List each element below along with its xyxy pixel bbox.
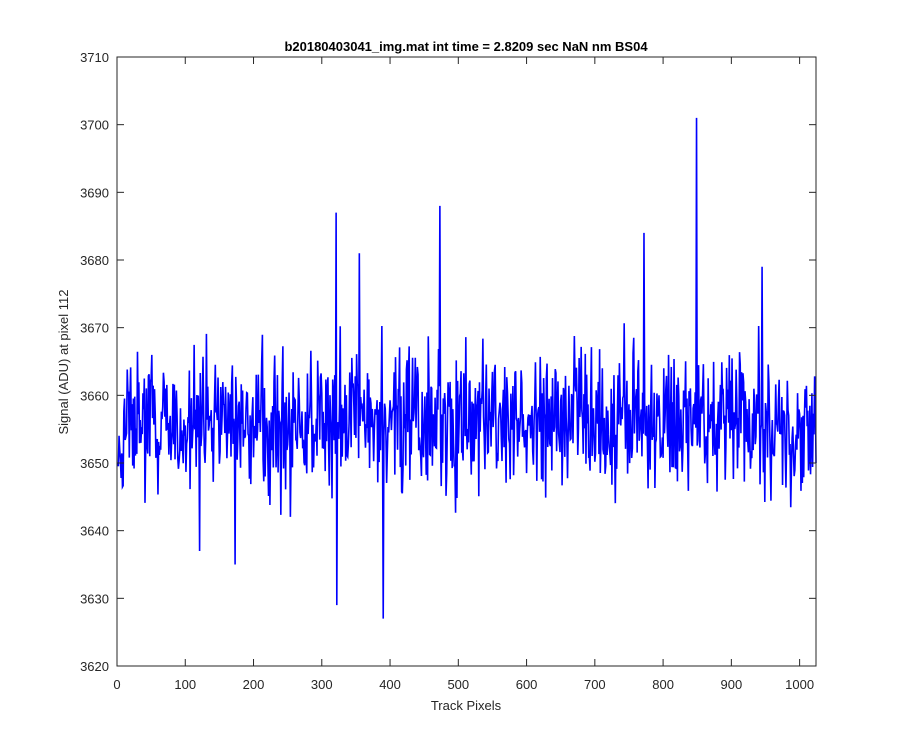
x-tick-label: 900 [721,677,743,692]
x-tick-label: 200 [243,677,265,692]
x-tick-label: 1000 [785,677,814,692]
x-tick-label: 100 [174,677,196,692]
series-line [116,117,817,619]
y-tick-label: 3650 [80,456,109,471]
x-tick-label: 700 [584,677,606,692]
x-tick-label: 0 [113,677,120,692]
y-tick-label: 3680 [80,253,109,268]
x-axis-title: Track Pixels [431,698,502,713]
y-tick-label: 3700 [80,118,109,133]
y-tick-label: 3660 [80,388,109,403]
x-tick-label: 400 [379,677,401,692]
y-axis-title: Signal (ADU) at pixel 112 [56,290,71,435]
x-tick-label: 300 [311,677,333,692]
y-tick-label: 3620 [80,659,109,674]
x-tick-label: 800 [652,677,674,692]
x-tick-label: 600 [516,677,538,692]
chart-title: b20180403041_img.mat int time = 2.8209 s… [284,39,648,54]
x-tick-label: 500 [447,677,469,692]
y-tick-label: 3630 [80,591,109,606]
y-tick-label: 3670 [80,321,109,336]
y-tick-label: 3690 [80,185,109,200]
y-tick-label: 3710 [80,50,109,65]
axes-box [116,56,817,667]
y-tick-label: 3640 [80,524,109,539]
